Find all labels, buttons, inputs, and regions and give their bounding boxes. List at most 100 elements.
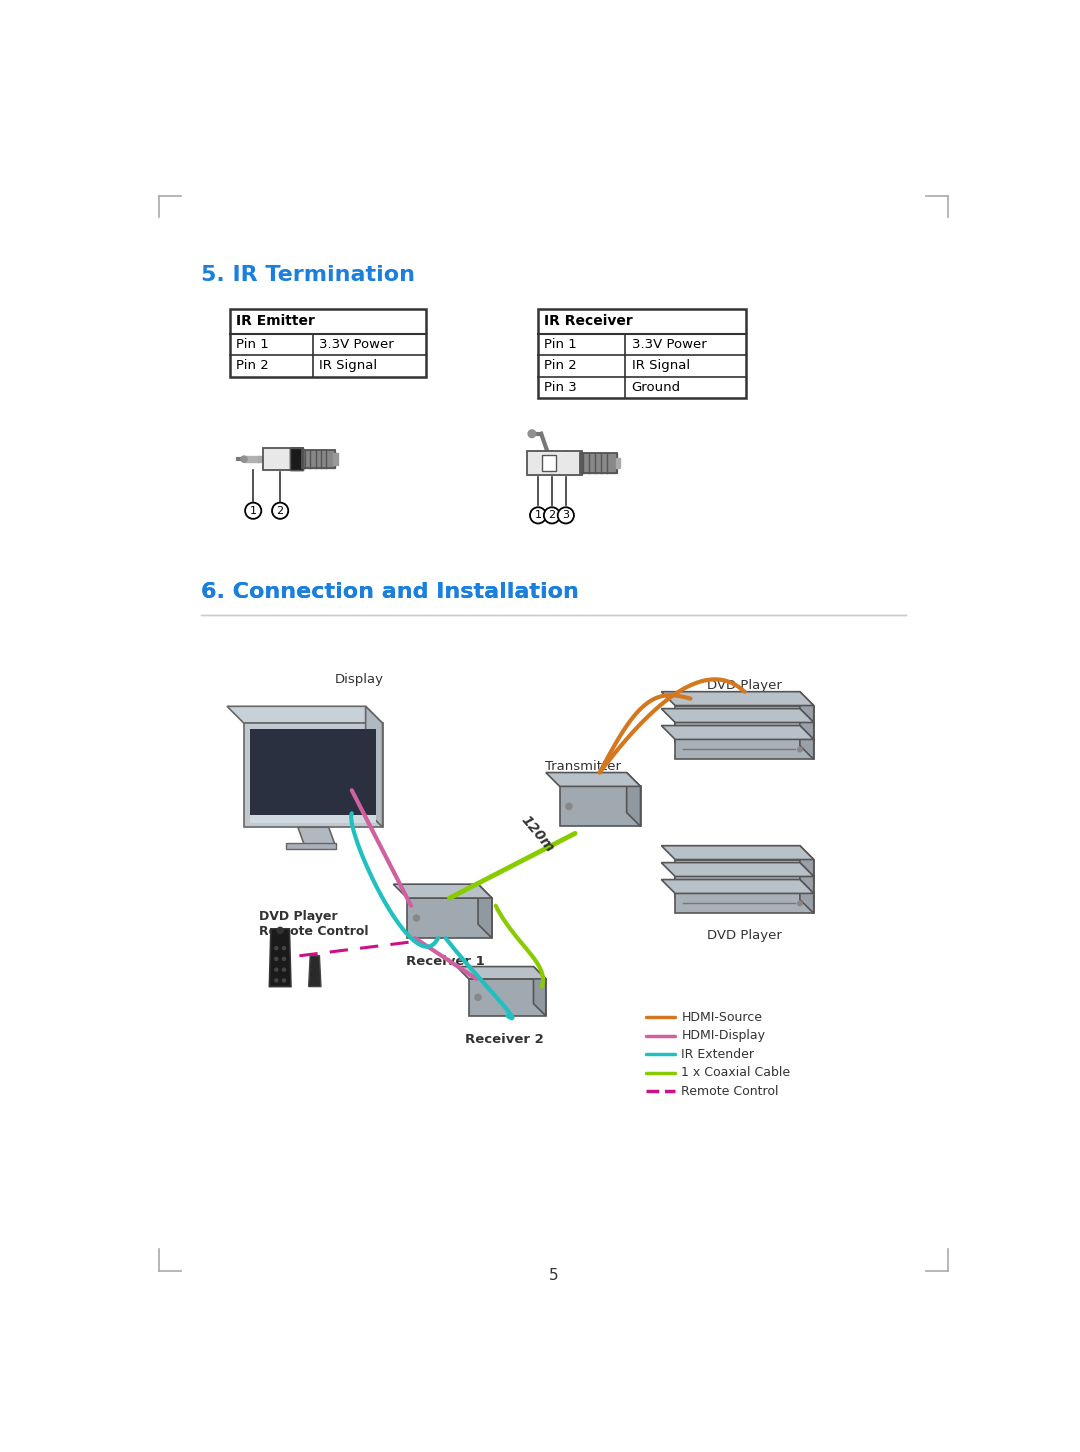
Circle shape [798, 884, 802, 889]
Text: 2: 2 [549, 510, 555, 520]
Text: 5: 5 [549, 1268, 558, 1282]
Circle shape [274, 957, 278, 960]
Circle shape [283, 947, 285, 950]
Text: Ground: Ground [632, 380, 680, 393]
Circle shape [274, 968, 278, 971]
Polygon shape [661, 726, 813, 739]
Polygon shape [661, 709, 813, 723]
Text: 1: 1 [249, 505, 257, 515]
Text: Pin 2: Pin 2 [544, 360, 577, 373]
Text: HDMI-Display: HDMI-Display [681, 1029, 766, 1043]
Circle shape [798, 713, 802, 717]
Bar [334, 453, 338, 465]
Circle shape [283, 957, 285, 960]
Polygon shape [675, 877, 813, 896]
Text: 5. IR Termination: 5. IR Termination [201, 266, 415, 285]
Bar [542, 456, 556, 470]
Polygon shape [534, 967, 545, 1016]
Text: Display: Display [335, 674, 384, 687]
Circle shape [798, 748, 802, 752]
Bar [291, 449, 303, 470]
Circle shape [283, 968, 285, 971]
Polygon shape [269, 929, 291, 986]
Bar [580, 453, 618, 473]
Text: Receiver 2: Receiver 2 [464, 1032, 543, 1045]
Circle shape [528, 430, 536, 437]
Polygon shape [675, 893, 813, 913]
Polygon shape [661, 845, 813, 860]
Text: Pin 1: Pin 1 [237, 338, 269, 351]
Circle shape [278, 928, 283, 934]
Polygon shape [800, 709, 813, 742]
Polygon shape [393, 884, 491, 897]
Circle shape [414, 915, 419, 921]
Text: DVD Player: DVD Player [707, 678, 782, 691]
Bar [264, 449, 303, 470]
Text: Remote Control: Remote Control [681, 1085, 779, 1098]
Text: 3.3V Power: 3.3V Power [319, 338, 393, 351]
Circle shape [283, 979, 285, 982]
Polygon shape [244, 723, 382, 828]
Circle shape [475, 995, 481, 1000]
Text: 6. Connection and Installation: 6. Connection and Installation [201, 582, 579, 603]
Text: IR Receiver: IR Receiver [544, 314, 633, 328]
Bar [527, 452, 582, 475]
Bar [580, 453, 618, 473]
Polygon shape [800, 862, 813, 896]
Polygon shape [626, 772, 640, 826]
Polygon shape [675, 706, 813, 726]
Text: Receiver 1: Receiver 1 [406, 955, 485, 968]
Text: IR Emitter: IR Emitter [237, 314, 315, 328]
Polygon shape [407, 897, 491, 938]
Text: 120m: 120m [517, 813, 556, 855]
Bar [538, 309, 746, 398]
Text: 6. Connection and Installation: 6. Connection and Installation [201, 582, 579, 603]
Text: Pin 2: Pin 2 [237, 360, 269, 373]
Polygon shape [478, 884, 491, 938]
Circle shape [274, 947, 278, 950]
Text: HDMI-Source: HDMI-Source [681, 1011, 762, 1024]
Bar [264, 449, 303, 470]
Circle shape [241, 456, 247, 462]
Polygon shape [800, 845, 813, 880]
Bar [542, 456, 556, 470]
Circle shape [274, 979, 278, 982]
Circle shape [566, 803, 572, 810]
Bar [302, 450, 335, 469]
Polygon shape [800, 726, 813, 759]
Bar [244, 456, 259, 462]
Polygon shape [661, 691, 813, 706]
Text: DVD Player: DVD Player [707, 929, 782, 942]
Bar [527, 452, 582, 475]
Bar [286, 842, 336, 849]
Polygon shape [469, 979, 545, 1016]
Polygon shape [309, 955, 321, 986]
Circle shape [798, 902, 802, 906]
Text: DVD Player
Remote Control: DVD Player Remote Control [259, 909, 369, 938]
Polygon shape [457, 967, 545, 979]
Text: 2: 2 [276, 505, 284, 515]
Text: 1: 1 [535, 510, 541, 520]
Polygon shape [661, 862, 813, 877]
Text: IR Signal: IR Signal [632, 360, 690, 373]
Text: 1 x Coaxial Cable: 1 x Coaxial Cable [681, 1066, 791, 1079]
Polygon shape [298, 828, 335, 844]
Text: IR Signal: IR Signal [319, 360, 377, 373]
Bar [251, 815, 377, 823]
Bar [251, 729, 377, 817]
Bar [616, 457, 621, 469]
Bar [302, 450, 335, 469]
Text: Pin 3: Pin 3 [544, 380, 577, 393]
Polygon shape [366, 706, 382, 828]
Bar [230, 309, 427, 376]
Polygon shape [675, 723, 813, 742]
Text: Pin 1: Pin 1 [544, 338, 577, 351]
Polygon shape [675, 860, 813, 880]
Bar [258, 456, 264, 462]
Circle shape [798, 867, 802, 871]
Polygon shape [675, 739, 813, 759]
Text: IR Extender: IR Extender [681, 1048, 754, 1061]
Polygon shape [227, 706, 382, 723]
Polygon shape [800, 880, 813, 913]
Circle shape [798, 730, 802, 735]
